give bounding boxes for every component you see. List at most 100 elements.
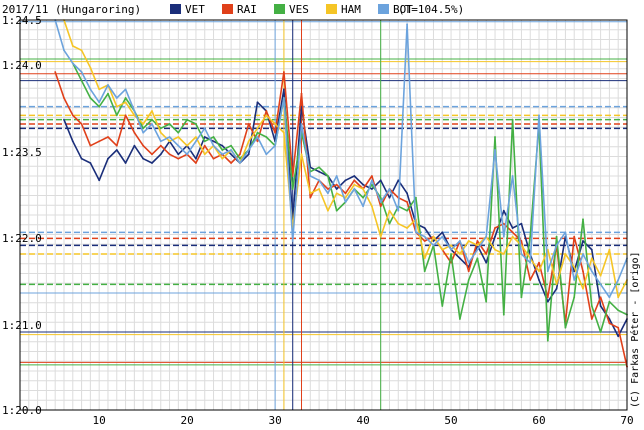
data-point-vet bbox=[573, 270, 576, 273]
data-point-ves bbox=[582, 218, 584, 221]
data-point-ham bbox=[168, 140, 171, 143]
data-point-bot bbox=[371, 179, 373, 182]
data-point-bot bbox=[247, 149, 250, 151]
data-point-ves bbox=[221, 149, 224, 151]
data-point-ham bbox=[353, 183, 356, 186]
chart-frame bbox=[19, 19, 628, 411]
data-point-ves bbox=[203, 140, 206, 143]
legend-swatch-ham bbox=[326, 4, 337, 14]
data-point-rai bbox=[89, 144, 92, 147]
data-point-rai bbox=[142, 144, 145, 147]
data-point-ham bbox=[98, 88, 101, 91]
data-point-rai bbox=[239, 153, 241, 156]
data-point-ves bbox=[441, 305, 444, 307]
data-point-ham bbox=[476, 244, 479, 247]
legend-label-ham: HAM bbox=[341, 3, 361, 16]
data-point-ham bbox=[283, 131, 285, 134]
data-point-bot bbox=[467, 261, 470, 264]
data-point-rai bbox=[511, 231, 514, 234]
data-point-bot bbox=[520, 253, 523, 255]
data-point-vet bbox=[485, 261, 488, 264]
data-point-bot bbox=[555, 244, 558, 247]
data-point-bot bbox=[327, 192, 329, 195]
data-point-rai bbox=[599, 296, 602, 299]
data-point-ham bbox=[423, 257, 426, 260]
data-point-bot bbox=[546, 270, 549, 273]
data-point-vet bbox=[98, 179, 101, 182]
x-tick-label: 40 bbox=[356, 414, 369, 427]
data-point-ves bbox=[159, 127, 162, 130]
data-point-bot bbox=[582, 253, 584, 255]
data-point-ves bbox=[590, 305, 593, 307]
data-point-rai bbox=[529, 279, 532, 281]
legend-label-vet: VET bbox=[185, 3, 205, 16]
data-point-bot bbox=[397, 209, 400, 212]
data-point-ves bbox=[371, 183, 373, 186]
data-point-rai bbox=[151, 153, 153, 156]
data-point-rai bbox=[608, 322, 611, 325]
data-point-bot bbox=[239, 162, 241, 164]
reference-lines bbox=[20, 20, 627, 410]
legend-label-bot: BOT bbox=[393, 3, 413, 16]
data-point-bot bbox=[415, 231, 417, 234]
data-point-ham bbox=[71, 45, 74, 47]
data-point-vet bbox=[256, 101, 259, 104]
data-point-vet bbox=[432, 240, 435, 242]
scale-note: (T=104.5%) bbox=[398, 3, 464, 16]
data-point-rai bbox=[115, 144, 118, 147]
data-point-vet bbox=[212, 140, 215, 143]
data-point-bot bbox=[423, 235, 426, 238]
data-point-ves bbox=[168, 123, 171, 125]
data-point-bot bbox=[256, 136, 259, 138]
data-point-vet bbox=[115, 149, 118, 151]
data-point-ves bbox=[89, 97, 92, 99]
data-point-ves bbox=[476, 257, 479, 260]
data-point-ham bbox=[406, 227, 408, 229]
data-point-vet bbox=[124, 162, 127, 164]
data-point-rai bbox=[265, 110, 268, 112]
legend-label-rai: RAI bbox=[237, 3, 257, 16]
data-point-ves bbox=[318, 166, 320, 169]
data-point-vet bbox=[397, 179, 400, 182]
data-point-rai bbox=[617, 326, 620, 329]
data-point-bot bbox=[168, 136, 171, 138]
data-point-rai bbox=[406, 201, 408, 203]
data-point-ham bbox=[177, 136, 180, 138]
data-point-vet bbox=[247, 153, 250, 156]
data-point-vet bbox=[344, 179, 347, 182]
data-point-rai bbox=[203, 144, 206, 147]
credit-text: (C) Farkas Péter - [origo] bbox=[629, 251, 641, 408]
data-point-ves bbox=[80, 79, 83, 82]
data-point-vet bbox=[441, 231, 444, 234]
data-point-bot bbox=[608, 296, 611, 299]
data-point-rai bbox=[353, 179, 356, 182]
data-point-ham bbox=[344, 196, 347, 199]
data-point-ham bbox=[274, 123, 276, 125]
data-point-vet bbox=[133, 144, 136, 147]
y-tick-labels: 1:24.5 1:24.0 1:23.5 1:22.0 1:21.0 1:20.0 bbox=[2, 14, 42, 417]
data-point-rai bbox=[485, 253, 488, 255]
data-point-rai bbox=[230, 162, 233, 164]
data-point-ves bbox=[230, 144, 233, 147]
data-point-bot bbox=[476, 248, 479, 251]
data-point-ves bbox=[406, 209, 408, 212]
data-point-bot bbox=[590, 270, 593, 273]
data-point-ham bbox=[397, 222, 400, 225]
data-point-ham bbox=[335, 192, 338, 195]
data-point-ves bbox=[423, 270, 426, 273]
data-point-bot bbox=[362, 205, 364, 208]
data-point-ham bbox=[151, 110, 153, 112]
data-point-ves bbox=[265, 136, 268, 138]
legend-swatch-bot bbox=[378, 4, 389, 14]
data-point-ham bbox=[80, 49, 83, 52]
legend: VET RAI VES HAM BOT bbox=[170, 3, 413, 16]
y-tick-label: 1:23.5 bbox=[2, 146, 42, 159]
data-point-rai bbox=[502, 222, 505, 225]
data-point-vet bbox=[221, 144, 224, 147]
data-point-ham bbox=[124, 101, 127, 104]
data-point-bot bbox=[177, 144, 180, 147]
data-point-rai bbox=[520, 240, 523, 242]
data-point-ham bbox=[195, 136, 197, 138]
x-tick-label: 50 bbox=[444, 414, 457, 427]
data-point-bot bbox=[485, 235, 488, 238]
